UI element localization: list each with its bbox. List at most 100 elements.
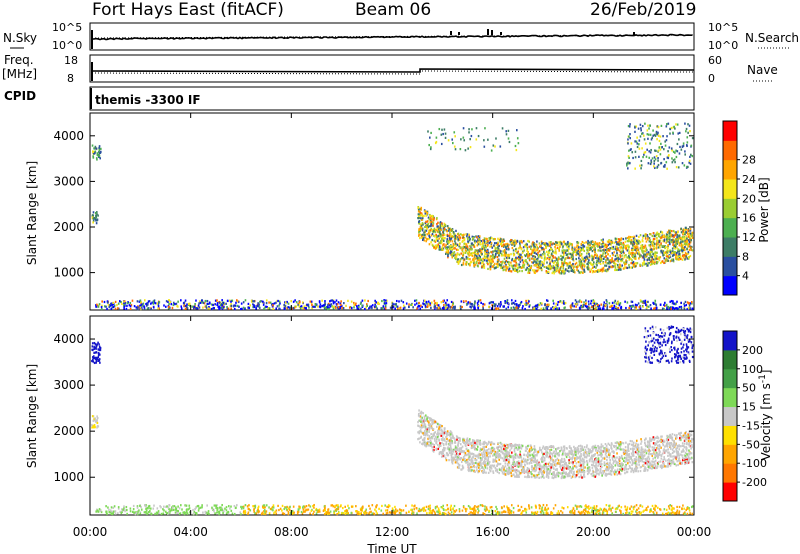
range-gate-cell [639, 304, 641, 308]
range-gate-cell [552, 446, 555, 449]
range-gate-cell [644, 443, 647, 446]
range-gate-cell [681, 250, 683, 253]
range-gate-cell [591, 258, 594, 261]
range-gate-cell [628, 254, 630, 258]
range-gate-cell [444, 136, 447, 139]
range-gate-cell [649, 254, 651, 257]
range-gate-cell [500, 266, 502, 269]
range-gate-cell [534, 249, 537, 252]
range-gate-cell [242, 306, 245, 309]
range-gate-cell [539, 302, 542, 305]
range-gate-cell [676, 142, 679, 146]
range-gate-cell [144, 299, 146, 302]
range-gate-cell [448, 247, 451, 250]
range-gate-cell [341, 306, 343, 310]
range-gate-cell [419, 233, 422, 236]
range-gate-cell [165, 300, 168, 303]
range-gate-cell [489, 265, 492, 268]
range-gate-cell [644, 235, 647, 239]
range-gate-cell [450, 306, 453, 309]
range-gate-cell [675, 258, 678, 261]
range-gate-cell [423, 303, 425, 306]
range-gate-cell [566, 262, 569, 265]
range-gate-cell [639, 263, 641, 266]
range-gate-cell [428, 430, 430, 434]
range-gate-cell [586, 257, 589, 260]
range-gate-cell [673, 158, 676, 161]
range-gate-cell [647, 300, 649, 303]
range-gate-cell [684, 243, 687, 246]
range-gate-cell [434, 235, 436, 238]
range-gate-cell [659, 239, 662, 242]
range-gate-cell [515, 305, 518, 308]
range-gate-cell [675, 257, 677, 260]
range-gate-cell [550, 267, 552, 270]
range-gate-cell [604, 442, 607, 446]
range-gate-cell [497, 307, 500, 310]
range-gate-cell [408, 303, 410, 306]
range-gate-cell [564, 269, 566, 272]
range-gate-cell [504, 300, 506, 303]
range-gate-cell [536, 259, 539, 262]
range-gate-cell [457, 236, 460, 240]
freq-line [91, 68, 695, 73]
range-gate-cell [306, 303, 308, 306]
range-gate-cell [615, 305, 617, 309]
range-gate-cell [498, 303, 500, 306]
range-gate-cell [598, 268, 600, 272]
range-gate-cell [492, 254, 495, 257]
range-gate-cell [543, 262, 545, 265]
range-gate-cell [369, 306, 371, 309]
range-gate-cell [505, 263, 507, 267]
range-gate-cell [439, 221, 442, 224]
range-gate-cell [98, 348, 101, 352]
range-gate-cell [676, 242, 678, 245]
range-gate-cell [590, 302, 592, 305]
range-gate-cell [429, 303, 432, 306]
range-gate-cell [561, 301, 563, 304]
range-gate-cell [514, 264, 517, 267]
range-gate-cell [328, 307, 331, 310]
range-gate-cell [684, 242, 686, 245]
range-gate-cell [687, 256, 690, 259]
range-gate-cell [437, 306, 440, 309]
range-gate-cell [627, 142, 629, 145]
range-gate-cell [568, 242, 571, 245]
range-gate-cell [553, 268, 556, 271]
range-gate-cell [642, 251, 644, 254]
range-gate-cell [449, 434, 451, 437]
range-gate-cell [514, 248, 517, 251]
range-gate-cell [469, 302, 472, 305]
range-gate-cell [330, 303, 333, 306]
range-gate-cell [329, 305, 332, 308]
range-gate-cell [445, 304, 447, 307]
range-gate-cell [625, 248, 628, 252]
range-gate-cell [411, 303, 413, 306]
range-gate-cell [599, 249, 602, 252]
range-gate-cell [170, 303, 173, 306]
range-gate-cell [509, 470, 512, 473]
range-gate-cell [655, 257, 658, 260]
range-gate-cell [218, 301, 221, 304]
range-gate-cell [618, 266, 621, 269]
range-gate-cell [94, 211, 97, 215]
range-gate-cell [458, 253, 461, 256]
range-gate-cell [682, 246, 685, 250]
range-gate-cell [666, 231, 669, 234]
range-gate-cell [96, 219, 98, 222]
range-gate-cell [623, 246, 626, 249]
range-gate-cell [578, 246, 580, 249]
range-gate-cell [327, 303, 329, 307]
range-gate-cell [671, 306, 674, 309]
range-gate-cell [557, 471, 560, 475]
range-gate-cell [439, 240, 442, 243]
range-gate-cell [562, 245, 564, 248]
range-gate-cell [629, 123, 631, 126]
range-gate-cell [617, 464, 620, 468]
range-gate-cell [542, 307, 545, 310]
range-gate-cell [681, 251, 684, 254]
range-gate-cell [470, 443, 472, 446]
range-gate-cell [689, 307, 691, 310]
range-gate-cell [586, 266, 589, 269]
range-gate-cell [470, 306, 472, 309]
